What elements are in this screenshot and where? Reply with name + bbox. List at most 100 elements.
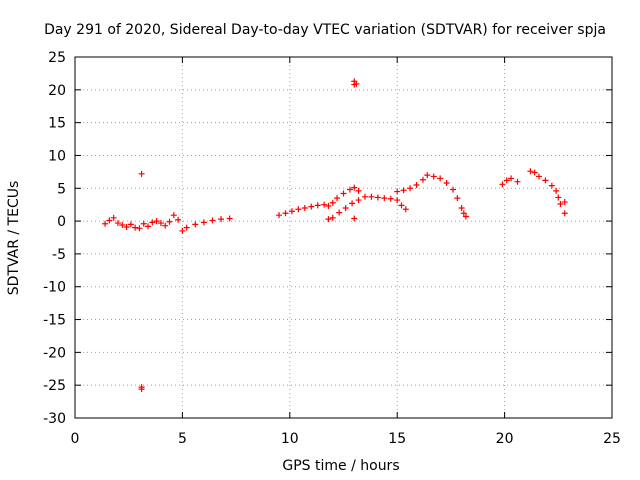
data-point: [153, 218, 160, 225]
data-point: [508, 175, 515, 182]
data-point: [557, 201, 564, 208]
series-outliers: [138, 78, 360, 393]
data-point: [531, 169, 538, 176]
x-tick-label: 20: [496, 431, 514, 447]
data-point: [170, 212, 177, 219]
y-tick-label: -25: [43, 378, 66, 394]
y-axis-label: SDTVAR / TECUs: [6, 181, 22, 296]
data-point: [149, 219, 156, 226]
data-point: [114, 220, 121, 227]
data-point: [218, 216, 225, 223]
data-point: [138, 386, 145, 393]
data-point: [325, 216, 332, 223]
y-tick-label: -5: [52, 247, 66, 263]
y-tick-label: -15: [43, 313, 66, 329]
data-point: [555, 194, 562, 201]
data-point: [561, 199, 568, 206]
y-tick-label: 5: [57, 181, 66, 197]
data-point: [450, 186, 457, 193]
data-point: [175, 216, 182, 223]
data-point: [458, 204, 465, 211]
x-axis-label: GPS time / hours: [282, 458, 399, 474]
data-point: [119, 222, 126, 229]
data-point: [561, 210, 568, 217]
y-tick-label: 10: [48, 148, 66, 164]
data-point: [387, 195, 394, 202]
series-arc-3: [325, 193, 409, 223]
data-point: [288, 208, 295, 215]
data-point: [340, 190, 347, 197]
data-point: [351, 184, 358, 191]
axis-ticks: 0 5 10 15 20 25 -30 -25 -20 -15 -10 -5 0 5 10 15 20 25: [43, 50, 621, 447]
data-point: [548, 182, 555, 189]
data-point: [183, 224, 190, 231]
data-point: [430, 173, 437, 180]
data-point: [419, 176, 426, 183]
y-tick-label: 20: [48, 83, 66, 99]
data-point: [400, 187, 407, 194]
data-point: [394, 197, 401, 204]
y-tick-label: -30: [43, 411, 66, 427]
data-point: [542, 177, 549, 184]
data-point: [166, 218, 173, 225]
y-tick-label: -10: [43, 280, 66, 296]
data-point: [329, 199, 336, 206]
data-point: [308, 203, 315, 210]
data-point: [553, 187, 560, 194]
x-tick-label: 0: [71, 431, 80, 447]
y-tick-label: 15: [48, 116, 66, 132]
data-point: [102, 220, 109, 227]
series-arc-1: [102, 212, 233, 234]
data-point: [145, 223, 152, 230]
data-point: [437, 175, 444, 182]
data-point: [110, 214, 117, 221]
data-point: [413, 181, 420, 188]
data-point: [460, 210, 467, 217]
data-point: [321, 201, 328, 208]
data-point: [351, 215, 358, 222]
data-point: [157, 220, 164, 227]
data-point: [226, 215, 233, 222]
data-point: [329, 214, 336, 221]
data-point: [503, 177, 510, 184]
data-point: [301, 204, 308, 211]
data-point: [200, 219, 207, 226]
data-point: [394, 188, 401, 195]
data-point: [336, 209, 343, 216]
data-point: [353, 80, 360, 87]
data-point: [127, 221, 134, 228]
data-point: [325, 202, 332, 209]
data-point: [499, 181, 506, 188]
data-point: [136, 225, 143, 232]
series-arc-2: [276, 184, 362, 219]
data-point: [361, 193, 368, 200]
data-point: [349, 200, 356, 207]
data-point: [402, 206, 409, 213]
data-point: [346, 186, 353, 193]
data-point: [527, 168, 534, 175]
data-point: [368, 193, 375, 200]
x-tick-label: 25: [603, 431, 621, 447]
data-point: [424, 172, 431, 179]
data-point: [355, 197, 362, 204]
y-tick-label: 0: [57, 214, 66, 230]
grid: [75, 57, 612, 418]
data-points: [102, 78, 568, 393]
data-point: [398, 202, 405, 209]
x-tick-label: 15: [388, 431, 406, 447]
data-point: [138, 170, 145, 177]
series-arc-6: [527, 168, 568, 217]
data-point: [407, 185, 414, 192]
series-arc-5: [499, 175, 521, 188]
data-point: [295, 206, 302, 213]
x-tick-label: 5: [178, 431, 187, 447]
data-point: [192, 221, 199, 228]
data-point: [179, 227, 186, 234]
y-tick-label: -20: [43, 345, 66, 361]
data-point: [334, 195, 341, 202]
data-point: [454, 195, 461, 202]
data-point: [374, 194, 381, 201]
data-point: [132, 224, 139, 231]
data-point: [209, 217, 216, 224]
